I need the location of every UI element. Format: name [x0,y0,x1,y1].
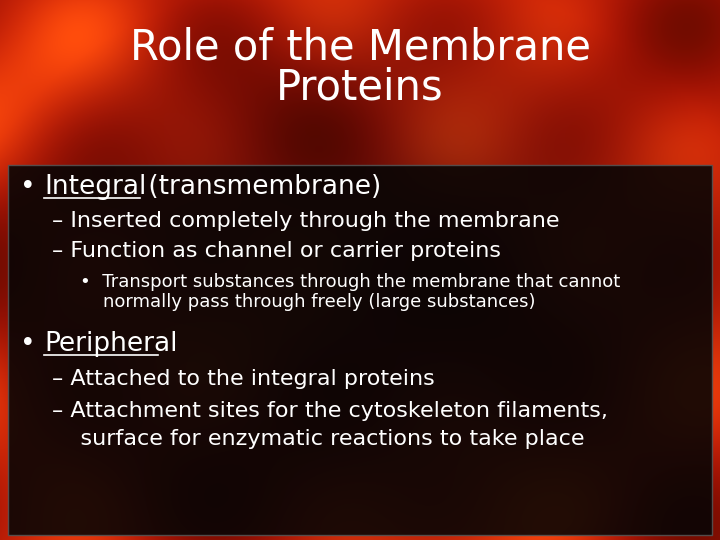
Text: – Inserted completely through the membrane: – Inserted completely through the membra… [52,211,559,231]
Text: surface for enzymatic reactions to take place: surface for enzymatic reactions to take … [52,429,585,449]
Text: •: • [20,331,35,357]
Text: – Function as channel or carrier proteins: – Function as channel or carrier protein… [52,241,501,261]
Text: – Attached to the integral proteins: – Attached to the integral proteins [52,369,435,389]
Text: Role of the Membrane: Role of the Membrane [130,26,590,68]
Text: Proteins: Proteins [276,66,444,108]
FancyBboxPatch shape [8,165,712,535]
Text: •: • [20,174,35,200]
Text: Peripheral: Peripheral [44,331,178,357]
Text: normally pass through freely (large substances): normally pass through freely (large subs… [80,293,536,311]
Text: – Attachment sites for the cytoskeleton filaments,: – Attachment sites for the cytoskeleton … [52,401,608,421]
Text: (transmembrane): (transmembrane) [140,174,382,200]
Text: •  Transport substances through the membrane that cannot: • Transport substances through the membr… [80,273,620,291]
Text: Integral: Integral [44,174,146,200]
